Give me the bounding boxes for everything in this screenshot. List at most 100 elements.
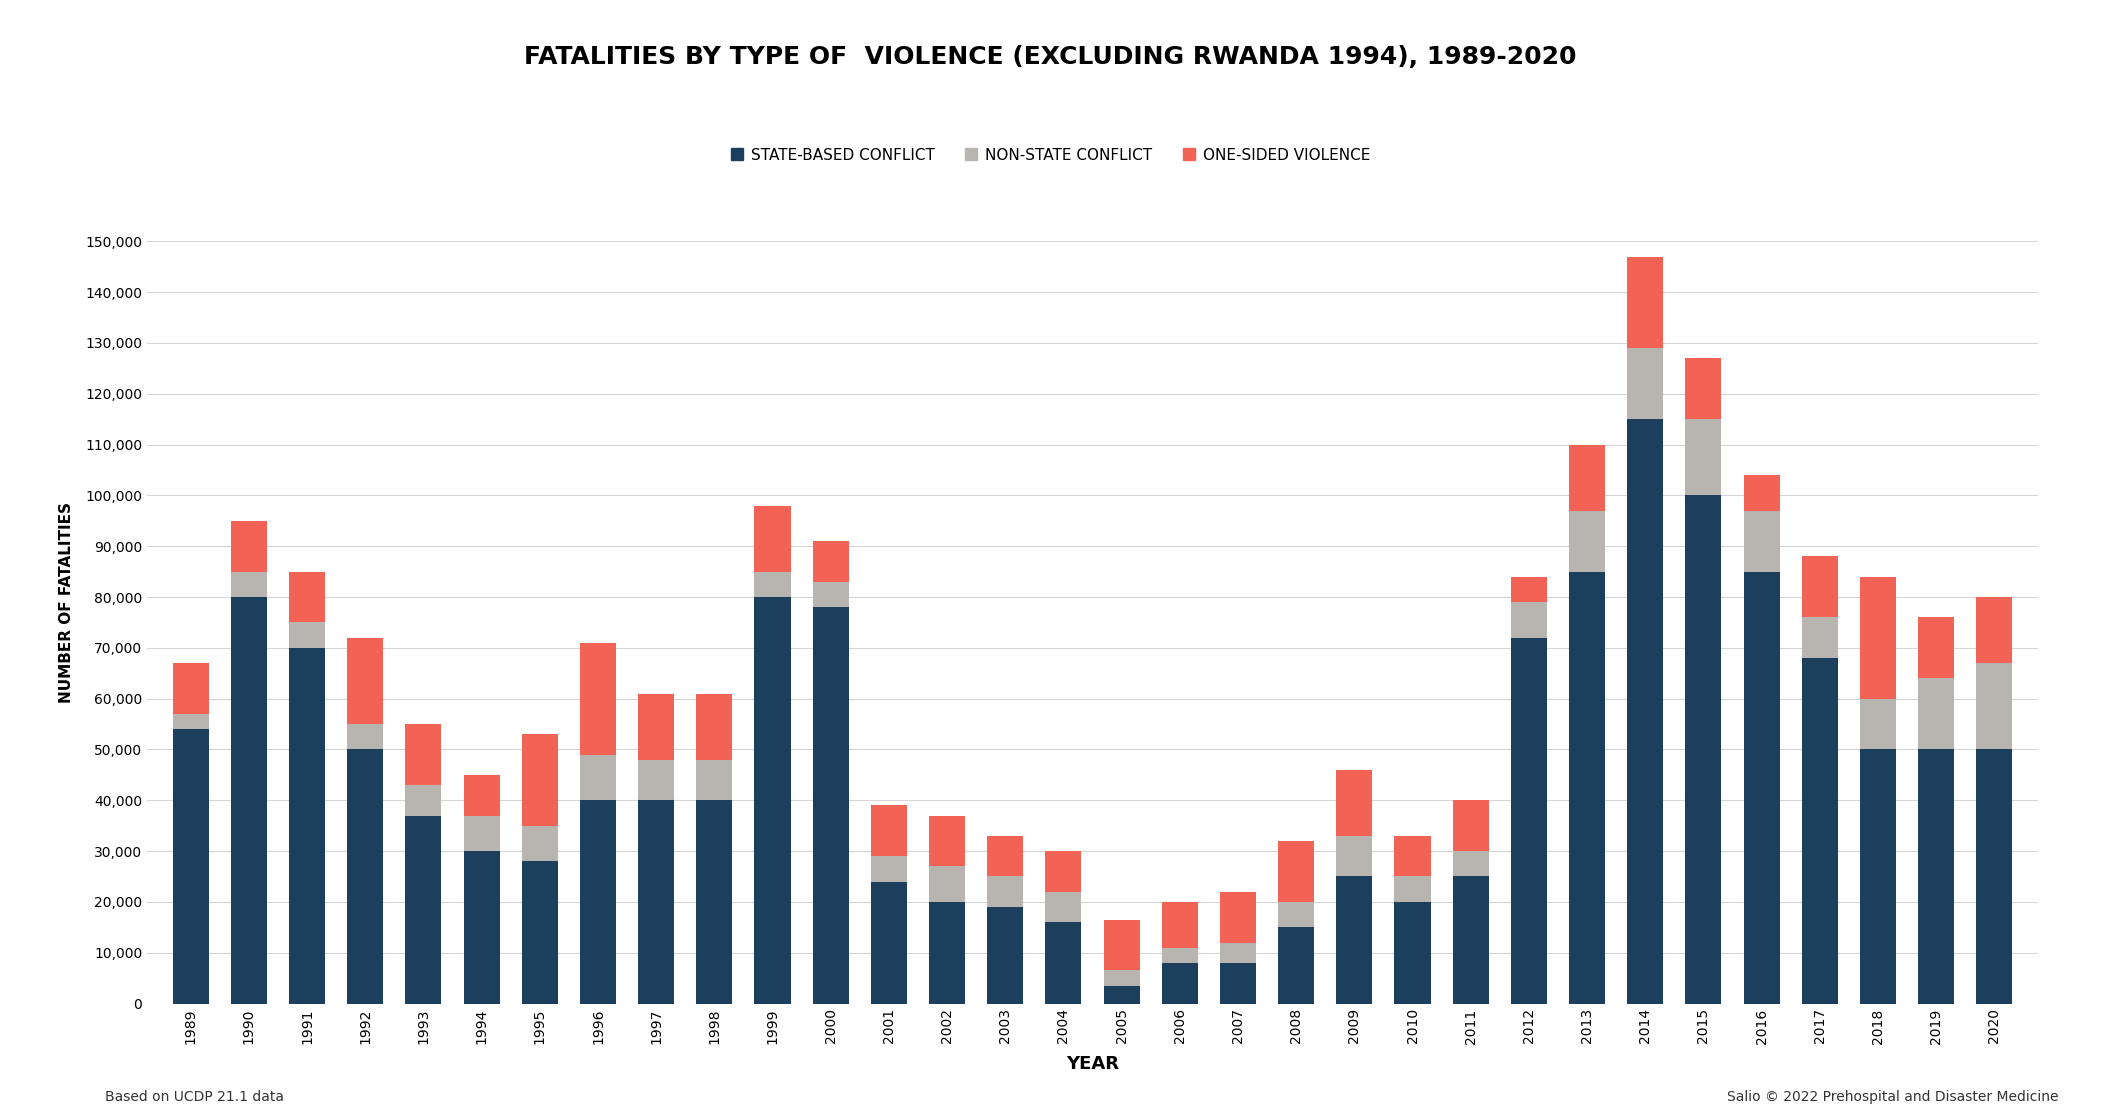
Bar <box>231 521 267 572</box>
Bar <box>1103 986 1139 1004</box>
Legend: STATE-BASED CONFLICT, NON-STATE CONFLICT, ONE-SIDED VIOLENCE: STATE-BASED CONFLICT, NON-STATE CONFLICT… <box>725 142 1376 168</box>
Bar <box>1744 475 1780 511</box>
Bar <box>580 755 616 801</box>
Bar <box>1977 749 2013 1004</box>
Bar <box>754 572 790 597</box>
Bar <box>1626 256 1664 348</box>
Bar <box>1336 769 1372 836</box>
Bar <box>1685 495 1721 1004</box>
Bar <box>929 866 964 902</box>
Bar <box>1744 572 1780 1004</box>
Bar <box>1277 902 1315 928</box>
Bar <box>464 775 500 815</box>
Bar <box>1803 618 1838 658</box>
Bar <box>290 572 326 622</box>
Bar <box>1395 836 1431 876</box>
Bar <box>1511 602 1546 638</box>
Bar <box>347 724 382 749</box>
Bar <box>1803 658 1838 1004</box>
Bar <box>1277 928 1315 1004</box>
Bar <box>1918 618 1954 678</box>
Bar <box>1221 963 1256 1004</box>
Bar <box>1162 902 1198 948</box>
Bar <box>231 572 267 597</box>
Bar <box>1569 511 1605 572</box>
Bar <box>290 622 326 648</box>
Bar <box>1046 892 1082 922</box>
Bar <box>639 694 674 759</box>
Bar <box>1277 841 1315 902</box>
Bar <box>1221 942 1256 963</box>
Bar <box>172 729 208 1004</box>
Bar <box>405 724 441 785</box>
Bar <box>987 876 1023 906</box>
Bar <box>1859 749 1895 1004</box>
Bar <box>347 638 382 724</box>
Bar <box>1452 851 1490 876</box>
Bar <box>1626 348 1664 419</box>
Bar <box>1395 876 1431 902</box>
Bar <box>464 851 500 1004</box>
Bar <box>1859 699 1895 749</box>
Bar <box>1336 876 1372 1004</box>
Bar <box>1685 358 1721 419</box>
Bar <box>290 648 326 1004</box>
Bar <box>1626 419 1664 1004</box>
Bar <box>521 734 559 826</box>
Bar <box>695 759 733 801</box>
Bar <box>1336 836 1372 876</box>
Bar <box>521 861 559 1004</box>
Bar <box>870 856 908 882</box>
Bar <box>813 582 849 608</box>
Bar <box>1452 876 1490 1004</box>
Text: Salio © 2022 Prehospital and Disaster Medicine: Salio © 2022 Prehospital and Disaster Me… <box>1727 1089 2059 1104</box>
Bar <box>1859 576 1895 699</box>
Bar <box>1803 556 1838 618</box>
Bar <box>1977 663 2013 749</box>
Bar <box>231 597 267 1004</box>
Bar <box>695 694 733 759</box>
Bar <box>754 505 790 572</box>
Bar <box>754 597 790 1004</box>
Y-axis label: NUMBER OF FATALITIES: NUMBER OF FATALITIES <box>59 502 74 702</box>
Bar <box>1103 920 1139 970</box>
Bar <box>695 801 733 1004</box>
Bar <box>1162 948 1198 963</box>
Bar <box>929 815 964 866</box>
Bar <box>1918 749 1954 1004</box>
Bar <box>172 663 208 714</box>
Bar <box>870 882 908 1004</box>
Bar <box>521 826 559 861</box>
Bar <box>987 836 1023 876</box>
Bar <box>813 541 849 582</box>
Bar <box>1395 902 1431 1004</box>
Bar <box>813 608 849 1004</box>
Bar <box>1452 801 1490 851</box>
Text: Based on UCDP 21.1 data: Based on UCDP 21.1 data <box>105 1089 284 1104</box>
Bar <box>1511 638 1546 1004</box>
Bar <box>172 714 208 729</box>
X-axis label: YEAR: YEAR <box>1065 1055 1120 1073</box>
Bar <box>1918 678 1954 749</box>
Bar <box>639 759 674 801</box>
Bar <box>1569 445 1605 511</box>
Bar <box>464 815 500 851</box>
Bar <box>1162 963 1198 1004</box>
Bar <box>580 801 616 1004</box>
Bar <box>639 801 674 1004</box>
Bar <box>347 749 382 1004</box>
Bar <box>1046 922 1082 1004</box>
Bar <box>1103 970 1139 986</box>
Bar <box>405 815 441 1004</box>
Bar <box>580 642 616 755</box>
Bar <box>1977 597 2013 663</box>
Bar <box>1685 419 1721 495</box>
Bar <box>1569 572 1605 1004</box>
Bar <box>1511 576 1546 602</box>
Bar <box>1744 511 1780 572</box>
Bar <box>405 785 441 815</box>
Bar <box>1221 892 1256 942</box>
Bar <box>929 902 964 1004</box>
Bar <box>870 805 908 856</box>
Bar <box>1046 851 1082 892</box>
